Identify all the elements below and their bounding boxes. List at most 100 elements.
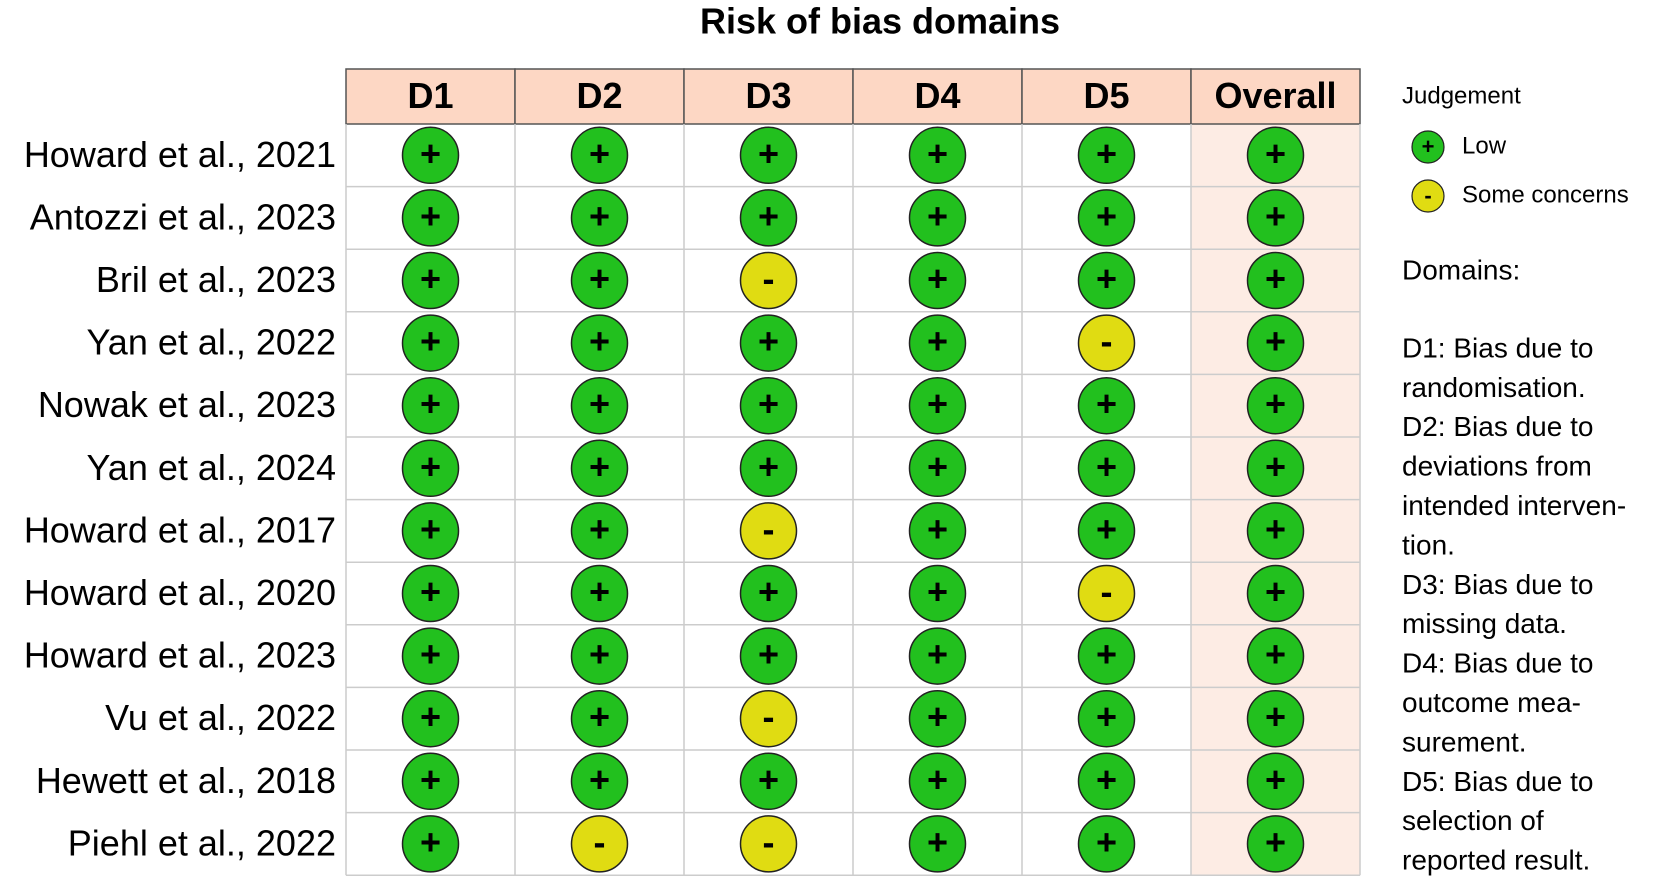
judgement-circle [401,314,460,372]
study-label: Antozzi et al., 2023 [30,196,336,237]
judgement-symbol: + [1096,195,1117,236]
judgement-symbol: + [1096,446,1117,487]
domain-line: D3: Bias due to [1402,569,1593,600]
judgement-circle [570,815,629,873]
judgement-circle [1246,189,1305,247]
judgement-symbol: + [927,821,948,862]
judgement-symbol: + [1096,383,1117,424]
judgement-circle [908,564,967,623]
judgement-symbol: + [1096,759,1117,800]
domain-line: missing data. [1402,608,1567,639]
judgement-circle [1077,689,1136,748]
judgement-circle [908,439,967,498]
domain-line: D4: Bias due to [1402,648,1593,679]
judgement-circle [739,126,798,185]
judgement-symbol: + [758,446,779,487]
legend-title: Judgement [1402,82,1521,109]
judgement-circle [401,502,460,560]
judgement-circle [1246,689,1305,748]
legend-symbol: + [1422,134,1435,159]
judgement-circle [1077,502,1136,560]
judgement-circle [908,126,967,185]
judgement-circle [570,314,629,372]
judgement-symbol: + [1265,195,1286,236]
judgement-symbol: + [589,634,610,675]
judgement-symbol: + [927,195,948,236]
domain-line: randomisation. [1402,372,1586,403]
judgement-symbol: + [420,508,441,549]
judgement-symbol: - [763,821,775,862]
judgement-symbol: + [758,571,779,612]
judgement-symbol: + [1096,508,1117,549]
judgement-circle [570,376,629,435]
judgement-symbol: - [763,258,775,299]
domain-line: outcome mea- [1402,687,1581,718]
judgement-symbol: + [927,508,948,549]
judgement-symbol: + [1265,446,1286,487]
column-header: D1 [407,75,453,116]
judgement-symbol: + [1265,258,1286,299]
judgement-symbol: + [1265,383,1286,424]
judgement-circle [1077,189,1136,247]
judgement-circle [1077,627,1136,685]
domain-line: D1: Bias due to [1402,332,1593,363]
judgement-symbol: + [927,759,948,800]
judgement-circle [739,815,798,873]
judgement-circle [1246,251,1305,310]
judgement-circle [401,251,460,310]
judgement-symbol: + [758,759,779,800]
header-cell [1021,68,1192,125]
judgement-symbol: - [763,508,775,549]
study-label: Piehl et al., 2022 [68,822,336,863]
judgement-symbol: + [927,133,948,174]
judgement-symbol: + [927,696,948,737]
domain-line: D2: Bias due to [1402,411,1593,442]
judgement-symbol: + [1265,321,1286,362]
header-cell [345,68,516,125]
judgement-symbol: + [589,759,610,800]
judgement-symbol: + [420,571,441,612]
study-label: Nowak et al., 2023 [38,384,336,425]
study-label: Howard et al., 2017 [24,509,336,550]
judgement-circle [1077,439,1136,498]
judgement-circle [570,752,629,811]
judgement-circle [1246,815,1305,873]
judgement-circle [1246,627,1305,685]
judgement-symbol: + [589,195,610,236]
judgement-circle [908,314,967,372]
judgement-circle [1246,752,1305,811]
judgement-circle [739,251,798,310]
domains-title: Domains: [1402,254,1520,285]
judgement-symbol: + [420,446,441,487]
judgement-symbol: + [420,383,441,424]
domain-line: deviations from [1402,451,1592,482]
judgement-circle [401,126,460,185]
judgement-circle [908,752,967,811]
column-header: D2 [576,75,622,116]
legend-label: Some concerns [1462,181,1629,208]
judgement-circle [401,564,460,623]
judgement-circle [739,627,798,685]
judgement-symbol: + [1265,133,1286,174]
judgement-symbol: + [589,321,610,362]
judgement-symbol: + [420,321,441,362]
judgement-circle [739,439,798,498]
judgement-circle [908,189,967,247]
judgement-circle [908,627,967,685]
judgement-circle [570,189,629,247]
judgement-circle [1246,314,1305,372]
judgement-symbol: + [758,321,779,362]
study-label: Hewett et al., 2018 [36,760,336,801]
study-label: Howard et al., 2020 [24,572,336,613]
judgement-circle [401,627,460,685]
legend-label: Low [1462,132,1507,159]
judgement-circle [1077,251,1136,310]
judgement-symbol: + [589,571,610,612]
judgement-circle [739,752,798,811]
judgement-symbol: + [927,258,948,299]
judgement-symbol: - [763,696,775,737]
judgement-symbol: + [1265,696,1286,737]
judgement-circle [1246,564,1305,623]
domain-line: surement. [1402,726,1527,757]
